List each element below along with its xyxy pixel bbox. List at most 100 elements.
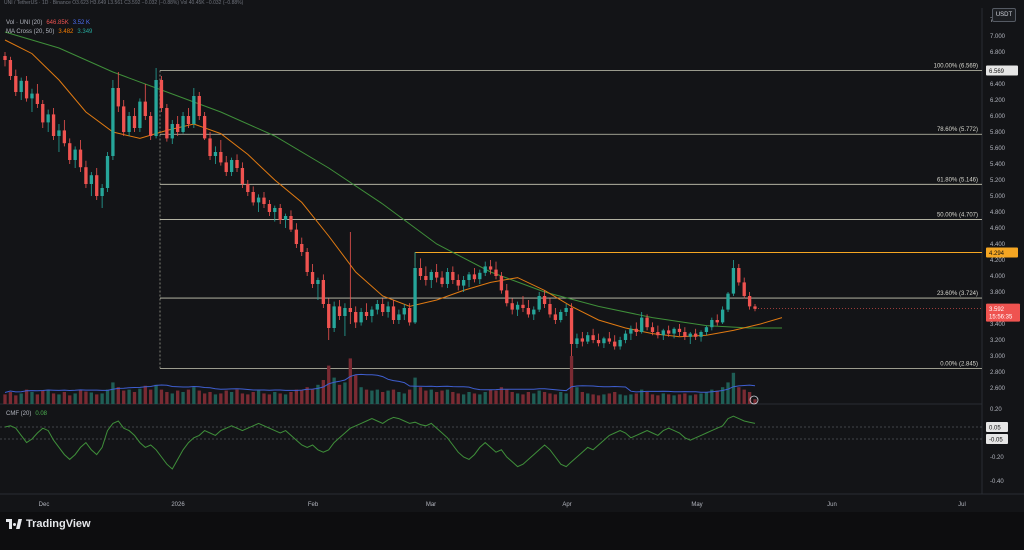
volume-bar	[14, 395, 18, 404]
volume-bar	[634, 393, 638, 404]
volume-bar	[564, 393, 568, 404]
volume-bar	[488, 389, 493, 404]
volume-bar	[3, 394, 7, 404]
volume-bar	[424, 390, 428, 404]
candle-body	[429, 272, 433, 280]
candle-body	[235, 160, 239, 168]
volume-bar	[122, 390, 126, 404]
volume-bar	[343, 382, 347, 404]
candle-body	[445, 272, 450, 284]
volume-bar	[596, 395, 601, 404]
brand-name: TradingView	[26, 518, 91, 530]
candle-body	[170, 124, 174, 139]
candle-body	[521, 304, 525, 308]
candle-body	[278, 208, 282, 220]
candle-body	[14, 76, 18, 92]
volume-bar	[370, 390, 374, 404]
candle-body	[348, 308, 352, 312]
fib-level-label: 100.00% (6.569)	[934, 63, 978, 69]
candle-body	[24, 80, 29, 99]
candle-body	[305, 252, 309, 272]
candle-body	[720, 309, 725, 323]
candle-body	[618, 340, 622, 347]
price-tick-label: 5.600	[990, 146, 1006, 152]
volume-bar	[526, 392, 531, 404]
volume-bar	[537, 390, 541, 404]
ma-cross-legend[interactable]: MA Cross (20, 50) 3.482 3.349	[6, 29, 92, 35]
candle-body	[515, 304, 520, 310]
candle-body	[262, 197, 266, 204]
resistance-badge: 4.294	[989, 251, 1005, 257]
volume-bar	[397, 392, 401, 404]
volume-bar	[354, 375, 358, 404]
volume-bar	[364, 389, 369, 404]
candle-body	[710, 320, 714, 328]
volume-bar	[283, 394, 288, 404]
volume-bar	[699, 393, 703, 404]
volume-bar	[251, 392, 255, 404]
volume-bar	[100, 393, 104, 404]
candle-body	[747, 296, 752, 307]
candle-body	[586, 335, 590, 342]
candle-body	[359, 312, 363, 323]
candle-body	[159, 80, 164, 108]
candle-body	[3, 56, 7, 60]
volume-bar	[483, 392, 487, 404]
candle-body	[667, 330, 671, 334]
tradingview-logo[interactable]: TradingView	[6, 518, 91, 530]
volume-bar	[300, 390, 304, 404]
volume-bar	[19, 393, 23, 404]
replay-icon[interactable]	[749, 395, 759, 405]
volume-bar	[607, 393, 611, 404]
volume-bar	[580, 392, 584, 404]
candle-body	[240, 168, 245, 184]
volume-bar	[747, 392, 752, 404]
volume-bar	[591, 394, 595, 404]
candle-body	[267, 204, 272, 212]
price-tick-label: 4.400	[990, 242, 1006, 248]
volume-bar	[337, 384, 342, 404]
countdown-label: 15:56:35	[989, 315, 1013, 321]
volume-bar	[629, 394, 633, 404]
candle-body	[564, 308, 568, 312]
cmf-legend[interactable]: CMF (20) 0.08	[6, 411, 47, 417]
cmf-band-badge-bg	[986, 422, 1008, 432]
price-tick-label: 4.000	[990, 274, 1006, 280]
volume-bar	[499, 387, 504, 404]
price-tick-label: 3.400	[990, 322, 1006, 328]
volume-bar	[515, 393, 520, 404]
volume-bar	[202, 393, 207, 404]
cmf-name: CMF (20)	[6, 411, 32, 417]
volume-bar	[316, 384, 320, 404]
candle-body	[57, 130, 61, 136]
candle-body	[208, 138, 212, 156]
price-tick-label: 6.400	[990, 82, 1006, 88]
volume-bar	[688, 395, 692, 404]
candle-body	[143, 101, 147, 116]
candle-body	[726, 293, 730, 310]
candle-body	[370, 309, 374, 316]
candle-body	[78, 149, 83, 168]
candle-body	[408, 308, 412, 323]
candle-body	[105, 156, 110, 188]
volume-bar	[532, 393, 536, 404]
volume-legend[interactable]: Vol · UNI (20) 646.85K 3.52 K	[6, 20, 90, 26]
currency-button[interactable]: USDT	[992, 8, 1016, 22]
ma-slow-value: 3.349	[77, 29, 93, 35]
candle-body	[273, 208, 277, 212]
candle-body	[62, 130, 67, 144]
candle-body	[116, 88, 120, 107]
volume-bar	[375, 389, 379, 404]
candle-body	[19, 80, 23, 92]
price-tick-label: 5.200	[990, 178, 1006, 184]
candle-body	[661, 330, 665, 336]
volume-bar	[445, 389, 450, 404]
price-tick-label: 5.000	[990, 194, 1006, 200]
candle-body	[89, 175, 93, 184]
candle-body	[645, 317, 649, 328]
volume-bar	[197, 390, 201, 404]
price-tick-label: 2.600	[990, 386, 1006, 392]
volume-bar	[548, 393, 552, 404]
